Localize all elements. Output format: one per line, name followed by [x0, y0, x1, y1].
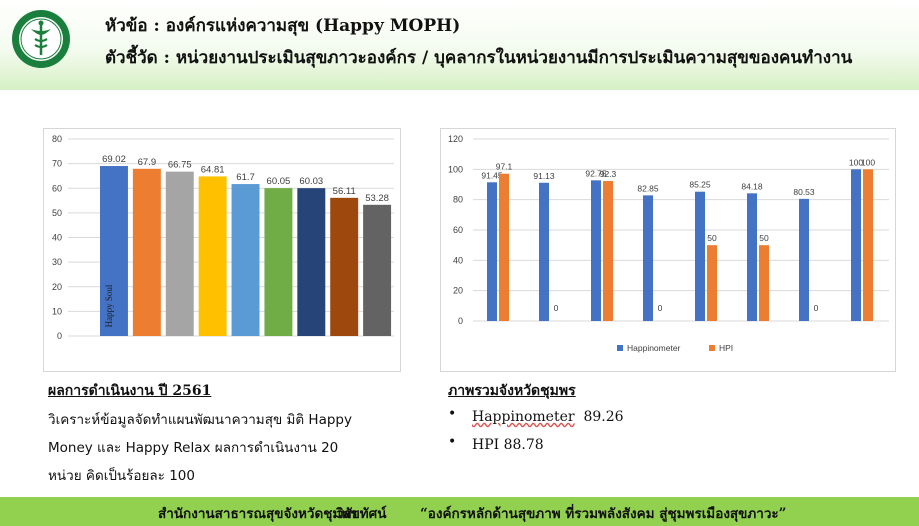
- bar: [363, 204, 392, 336]
- footer-bar: สำนักงานสาธารณสุขจังหวัดชุมพร วิสัยทัศน์…: [0, 497, 919, 526]
- y-tick-label: 0: [57, 331, 62, 341]
- happinometer-hpi-bar-chart: 0 20 40 60 80 100 120 91.45 91.13 92.75 82.85 85.25…: [440, 128, 896, 372]
- data-label: 84.18: [741, 181, 763, 191]
- summary-hpi: HPI 88.78: [472, 437, 544, 453]
- y-tick-label: 30: [52, 257, 62, 267]
- data-label: 100: [861, 157, 875, 167]
- data-label: 50: [759, 233, 769, 243]
- legend-label: Happinometer: [627, 343, 681, 353]
- data-label: 92.3: [600, 169, 617, 179]
- y-tick-label: 50: [52, 208, 62, 218]
- bar: [198, 176, 227, 336]
- data-label: 92.75: [585, 168, 607, 178]
- happinometer-value: 89.26: [583, 409, 624, 425]
- bar: [591, 180, 601, 321]
- bar: [603, 181, 613, 321]
- legend-label: HPI: [719, 343, 733, 353]
- page-title: หัวข้อ : องค์กรแห่งความสุข (Happy MOPH): [105, 16, 461, 36]
- happy-soul-bar-chart: 0 10 20 30 40 50 60 70 80 69.02 Happy Soul 67.9 66.7…: [43, 128, 401, 372]
- bar: [487, 182, 497, 321]
- bar: [297, 188, 326, 336]
- bar: [231, 184, 260, 336]
- bar: [759, 245, 769, 321]
- data-label: 0: [814, 303, 819, 313]
- y-tick-label: 80: [453, 195, 463, 205]
- province-summary-heading: ภาพรวมจังหวัดชุมพร: [448, 383, 576, 399]
- y-tick-label: 100: [448, 164, 463, 174]
- y-tick-label: 10: [52, 306, 62, 316]
- footer-vision-label: วิสัยทัศน์: [336, 506, 387, 522]
- bar: [799, 198, 809, 321]
- data-label: 80.53: [793, 187, 815, 197]
- data-label: 60.05: [267, 176, 291, 187]
- bar: [747, 193, 757, 321]
- bar: [539, 182, 549, 321]
- bar: [863, 169, 873, 321]
- data-label: 82.85: [637, 183, 659, 193]
- results-line-3: หน่วย คิดเป็นร้อยละ 100: [48, 468, 195, 484]
- data-label: 61.7: [236, 172, 255, 183]
- bar: [707, 245, 717, 321]
- y-tick-label: 40: [52, 233, 62, 243]
- chart1-svg: 0 10 20 30 40 50 60 70 80 69.02 Happy Soul 67.9 66.7…: [52, 134, 394, 341]
- summary-happinometer: Happinometer 89.26: [472, 409, 624, 425]
- data-label: 60.03: [299, 176, 323, 187]
- bar: [643, 195, 653, 321]
- bar: [851, 169, 861, 321]
- bar: [499, 173, 509, 321]
- chart2-svg: 0 20 40 60 80 100 120 91.45 91.13 92.75 82.85 85.25…: [448, 134, 889, 353]
- y-tick-label: 120: [448, 134, 463, 144]
- data-label: 67.9: [138, 157, 157, 168]
- caduceus-seal-icon: [12, 10, 70, 68]
- bar: [695, 191, 705, 321]
- y-tick-label: 60: [453, 225, 463, 235]
- data-label: 53.28: [365, 193, 389, 204]
- data-label: 85.25: [689, 180, 711, 190]
- happinometer-label: Happinometer: [472, 409, 575, 425]
- data-label: 91.45: [481, 170, 503, 180]
- bullet-icon: •: [448, 434, 457, 450]
- data-label: 100: [849, 157, 863, 167]
- y-tick-label: 40: [453, 255, 463, 265]
- data-label: 56.11: [333, 186, 356, 197]
- bar: [132, 168, 161, 336]
- y-tick-label: 20: [52, 282, 62, 292]
- bar: [100, 166, 128, 336]
- results-line-2: Money และ Happy Relax ผลการดำเนินงาน 20: [48, 440, 339, 456]
- y-tick-label: 70: [52, 159, 62, 169]
- footer-org: สำนักงานสาธารณสุขจังหวัดชุมพร: [158, 506, 358, 522]
- y-tick-label: 60: [52, 183, 62, 193]
- y-tick-label: 20: [453, 286, 463, 296]
- results-heading: ผลการดำเนินงาน ปี 2561: [48, 383, 212, 399]
- indicator-title: ตัวชี้วัด : หน่วยงานประเมินสุขภาวะองค์กร…: [105, 48, 853, 68]
- data-label: 64.81: [201, 164, 225, 175]
- y-tick-label: 80: [52, 134, 62, 144]
- data-label: 69.02: [102, 154, 126, 165]
- data-label: 66.75: [168, 160, 192, 171]
- bar-inline-label: Happy Soul: [104, 284, 114, 327]
- bar: [330, 197, 359, 336]
- data-label: 97.1: [496, 162, 513, 172]
- footer-vision: “องค์กรหลักด้านสุขภาพ ที่รวมพลังสังคม สู…: [420, 506, 787, 522]
- bullet-icon: •: [448, 406, 457, 422]
- data-label: 91.13: [533, 171, 555, 181]
- results-line-1: วิเคราะห์ข้อมูลจัดทำแผนพัฒนาความสุข มิติ…: [48, 412, 352, 428]
- bar: [264, 188, 293, 336]
- header-banner: หัวข้อ : องค์กรแห่งความสุข (Happy MOPH) …: [0, 0, 919, 90]
- legend-swatch: [709, 345, 715, 351]
- bar: [165, 171, 194, 336]
- legend-swatch: [617, 345, 623, 351]
- y-tick-label: 0: [458, 316, 463, 326]
- data-label: 0: [554, 303, 559, 313]
- data-label: 0: [658, 303, 663, 313]
- data-label: 50: [707, 233, 717, 243]
